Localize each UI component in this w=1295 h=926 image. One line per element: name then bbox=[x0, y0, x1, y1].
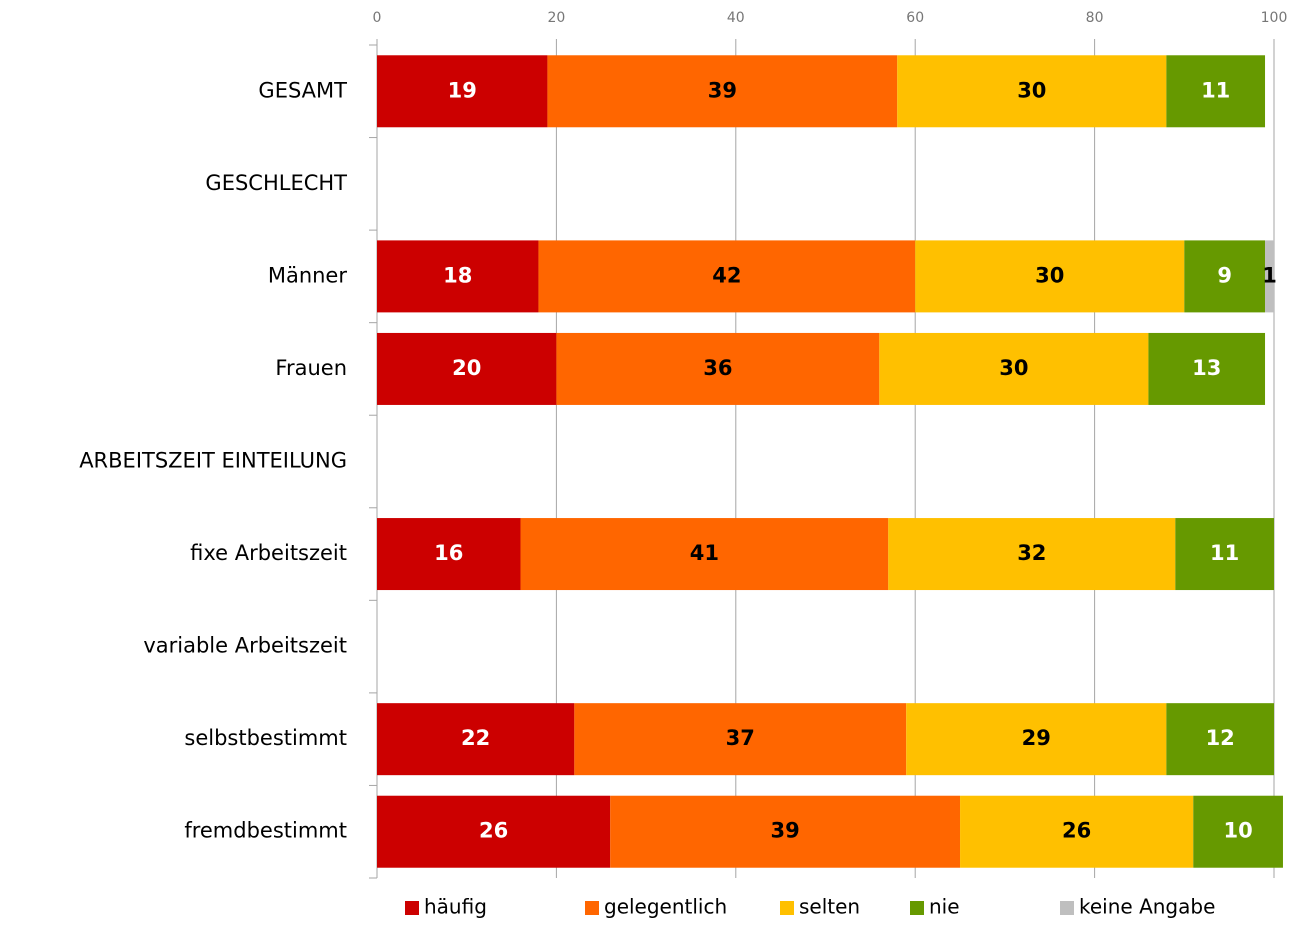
value-label: 10 bbox=[1224, 819, 1253, 843]
bar-segment bbox=[610, 795, 961, 868]
bar-segment bbox=[377, 332, 557, 405]
bar-segment bbox=[547, 55, 898, 128]
y-tick-label: selbstbestimmt bbox=[184, 726, 347, 750]
value-label: 19 bbox=[448, 78, 477, 102]
bar-segment bbox=[377, 240, 539, 313]
legend-label: selten bbox=[799, 895, 860, 919]
bar-segment bbox=[906, 703, 1167, 776]
bar-segment bbox=[1148, 332, 1266, 405]
legend-label: häufig bbox=[424, 895, 487, 919]
y-tick-label: Frauen bbox=[275, 356, 347, 380]
bar-segment bbox=[897, 55, 1167, 128]
bar-segment bbox=[538, 240, 916, 313]
legend-label: gelegentlich bbox=[604, 895, 727, 919]
value-label: 41 bbox=[690, 541, 719, 565]
bar-segment bbox=[1193, 795, 1283, 868]
x-tick-label: 60 bbox=[906, 10, 924, 26]
bar-segment bbox=[1166, 703, 1274, 776]
legend-swatch bbox=[780, 901, 794, 915]
value-label: 30 bbox=[999, 356, 1028, 380]
legend-label: nie bbox=[929, 895, 960, 919]
value-label: 20 bbox=[452, 356, 481, 380]
bar-segment bbox=[888, 518, 1176, 591]
bar-segment bbox=[1166, 55, 1266, 128]
bar-segment bbox=[879, 332, 1149, 405]
value-label: 22 bbox=[461, 726, 490, 750]
x-tick-label: 80 bbox=[1086, 10, 1104, 26]
y-tick-label: fixe Arbeitszeit bbox=[190, 541, 347, 565]
value-label: 11 bbox=[1210, 541, 1239, 565]
bar-segment bbox=[377, 795, 611, 868]
value-label: 1 bbox=[1262, 263, 1277, 287]
x-tick-label: 0 bbox=[373, 10, 382, 26]
legend-label: keine Angabe bbox=[1079, 895, 1215, 919]
bar-segment bbox=[1265, 240, 1274, 313]
bar-segment bbox=[1184, 240, 1266, 313]
value-label: 37 bbox=[726, 726, 755, 750]
bar-segment bbox=[520, 518, 889, 591]
bar-segment bbox=[960, 795, 1194, 868]
y-tick-label: ARBEITSZEIT EINTEILUNG bbox=[79, 449, 347, 473]
legend-swatch bbox=[910, 901, 924, 915]
y-tick-label: fremdbestimmt bbox=[184, 819, 347, 843]
bar-segment bbox=[377, 518, 521, 591]
value-label: 26 bbox=[479, 819, 508, 843]
value-label: 13 bbox=[1192, 356, 1221, 380]
value-label: 42 bbox=[712, 263, 741, 287]
bar-segment bbox=[1175, 518, 1274, 591]
x-tick-label: 40 bbox=[727, 10, 745, 26]
bar-segment bbox=[377, 703, 575, 776]
value-label: 12 bbox=[1206, 726, 1235, 750]
value-label: 16 bbox=[434, 541, 463, 565]
legend-swatch bbox=[585, 901, 599, 915]
value-label: 39 bbox=[771, 819, 800, 843]
value-label: 36 bbox=[703, 356, 732, 380]
value-label: 11 bbox=[1201, 78, 1230, 102]
value-label: 30 bbox=[1035, 263, 1064, 287]
y-tick-label: Männer bbox=[268, 263, 348, 287]
y-tick-label: GESAMT bbox=[258, 78, 347, 102]
value-label: 32 bbox=[1017, 541, 1046, 565]
bar-segment bbox=[915, 240, 1185, 313]
value-label: 30 bbox=[1017, 78, 1046, 102]
value-label: 26 bbox=[1062, 819, 1091, 843]
x-tick-label: 20 bbox=[547, 10, 565, 26]
x-tick-label: 100 bbox=[1261, 10, 1288, 26]
bar-segment bbox=[556, 332, 880, 405]
y-tick-label: variable Arbeitszeit bbox=[143, 634, 347, 658]
value-label: 18 bbox=[443, 263, 472, 287]
legend-swatch bbox=[1060, 901, 1074, 915]
y-tick-label: GESCHLECHT bbox=[205, 171, 347, 195]
bar-segment bbox=[574, 703, 907, 776]
legend-swatch bbox=[405, 901, 419, 915]
value-label: 9 bbox=[1217, 263, 1232, 287]
value-label: 29 bbox=[1022, 726, 1051, 750]
value-label: 39 bbox=[708, 78, 737, 102]
bar-segment bbox=[377, 55, 548, 128]
